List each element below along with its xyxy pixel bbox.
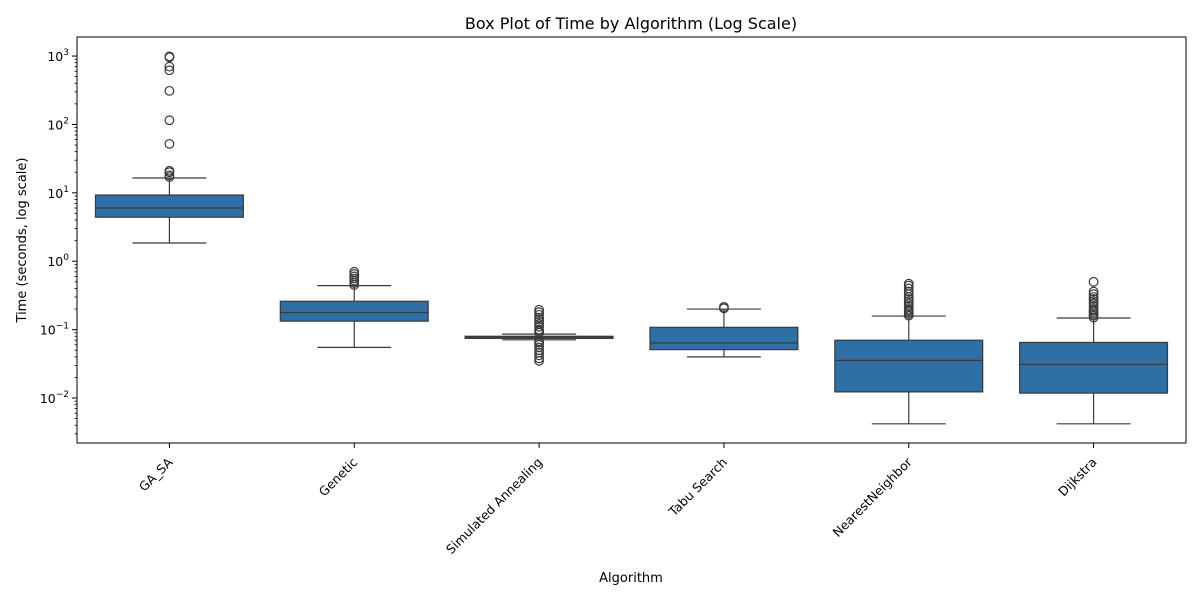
outlier-point xyxy=(903,278,914,289)
box-iqr xyxy=(834,339,984,393)
box-group xyxy=(279,266,429,348)
x-tick-label: Genetic xyxy=(316,454,361,499)
box-iqr xyxy=(1019,341,1169,394)
plot-area xyxy=(76,36,1187,444)
outlier-point xyxy=(164,85,175,96)
x-tick-label: GA_SA xyxy=(136,454,176,494)
outlier-point xyxy=(164,138,175,149)
box-iqr xyxy=(94,194,244,218)
outlier-point xyxy=(534,319,544,330)
outlier-point xyxy=(349,271,360,282)
box-iqr xyxy=(649,326,799,351)
outlier-point xyxy=(903,283,914,294)
y-tick-label: 10−1 xyxy=(40,322,69,338)
x-tick-label: Tabu Search xyxy=(665,455,730,520)
outlier-point xyxy=(534,307,544,318)
outlier-point xyxy=(1088,289,1099,300)
outlier-point xyxy=(164,115,175,126)
box-group xyxy=(649,301,799,358)
outlier-point xyxy=(164,61,175,72)
outlier-point xyxy=(719,301,729,312)
outlier-point xyxy=(164,165,175,176)
outlier-point xyxy=(349,266,360,277)
box-iqr xyxy=(279,300,429,322)
outlier-point xyxy=(534,312,544,323)
outlier-point xyxy=(164,170,175,181)
outlier-point xyxy=(1088,292,1099,302)
box-group xyxy=(834,278,984,425)
outlier-point xyxy=(534,347,544,358)
outlier-point xyxy=(534,304,544,315)
y-axis: 10−2 10−1 100 101 102 103 xyxy=(40,48,77,435)
x-axis-label: Algorithm xyxy=(599,571,663,586)
box-group xyxy=(94,51,244,244)
box-group xyxy=(464,304,614,366)
y-tick-label: 10−2 xyxy=(40,390,69,406)
outlier-point xyxy=(534,309,544,320)
outlier-point xyxy=(903,298,914,309)
box-group xyxy=(1019,276,1169,425)
y-tick-label: 101 xyxy=(47,185,69,201)
y-tick-label: 103 xyxy=(47,48,69,64)
outlier-point xyxy=(903,286,914,297)
outlier-point xyxy=(534,321,544,332)
outlier-point xyxy=(1088,298,1099,309)
x-tick-label: Simulated Annealing xyxy=(443,455,545,557)
y-tick-label: 102 xyxy=(47,116,69,132)
x-axis: GA_SA Genetic Simulated Annealing Tabu Sear… xyxy=(136,443,1100,557)
outlier-point xyxy=(903,304,914,314)
outlier-point xyxy=(164,65,175,76)
outlier-point xyxy=(534,339,544,350)
x-tick-label: NearestNeighbor xyxy=(829,454,915,540)
outlier-point xyxy=(1088,286,1099,297)
x-tick-label: Dijkstra xyxy=(1055,455,1100,500)
outlier-point xyxy=(534,342,544,353)
outlier-point xyxy=(1088,304,1099,314)
chart-title: Box Plot of Time by Algorithm (Log Scale… xyxy=(465,14,797,33)
plot-frame xyxy=(76,36,1187,444)
outlier-point xyxy=(534,324,544,335)
outlier-point xyxy=(1088,276,1099,287)
outlier-point xyxy=(1088,301,1099,312)
outlier-point xyxy=(903,301,914,312)
y-tick-label: 100 xyxy=(47,253,69,269)
y-axis-label: Time (seconds, log scale) xyxy=(15,158,30,324)
outlier-point xyxy=(164,51,175,62)
